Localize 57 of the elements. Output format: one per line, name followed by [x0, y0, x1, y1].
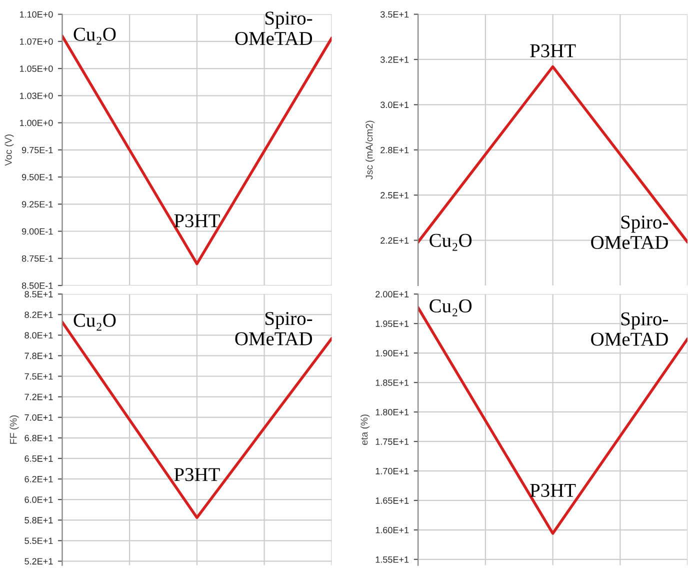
y-tick-label: 2.00E+1: [376, 291, 409, 298]
y-tick-label: 2.5E+1: [380, 192, 409, 198]
y-tick-label: 8.5E+1: [24, 291, 53, 298]
y-tick-label: 1.10E+0: [20, 11, 53, 18]
y-tick-label: 7.2E+1: [24, 394, 53, 400]
y-tick-label: 5.5E+1: [24, 538, 53, 544]
annotation: P3HT: [174, 468, 220, 482]
y-tick-label: 1.90E+1: [376, 350, 409, 356]
y-tick-label: 1.75E+1: [376, 438, 409, 445]
y-tick-label: 3.2E+1: [380, 56, 409, 63]
y-tick-label: 9.75E-1: [22, 146, 53, 154]
y-tick-label: 1.95E+1: [376, 320, 409, 327]
annotation: P3HT: [174, 214, 220, 228]
y-axis-title: Voc (V): [4, 134, 14, 166]
y-tick-label: 2.8E+1: [380, 146, 409, 154]
annotation: P3HT: [530, 44, 576, 58]
annotation: P3HT: [530, 484, 576, 497]
annotation: Cu₂O: [74, 28, 116, 45]
y-tick-label: 7.8E+1: [24, 352, 53, 360]
y-tick-label: 1.70E+1: [376, 468, 409, 474]
y-tick-label: 1.85E+1: [376, 379, 409, 386]
y-tick-label: 9.25E-1: [22, 201, 53, 208]
y-tick-label: 6.0E+1: [24, 496, 53, 503]
y-tick-label: 9.00E-1: [22, 228, 53, 235]
annotation: Cu₂O: [74, 314, 116, 331]
annotation: Spiro- OMeTAD: [591, 216, 668, 249]
y-tick-label: 8.0E+1: [24, 332, 53, 339]
y-tick-label: 2.2E+1: [380, 237, 409, 244]
y-tick-label: 7.5E+1: [24, 373, 53, 380]
y-tick-label: 9.50E-1: [22, 174, 53, 180]
y-tick-label: 1.80E+1: [376, 408, 409, 416]
y-tick-label: 1.00E+0: [20, 120, 53, 126]
y-axis-title: FF (%): [10, 415, 19, 444]
y-tick-label: 8.2E+1: [24, 312, 53, 318]
annotation: Spiro- OMeTAD: [235, 12, 312, 46]
y-tick-label: 8.75E-1: [22, 255, 53, 262]
y-tick-label: 1.65E+1: [376, 497, 409, 504]
y-tick-label: 7.0E+1: [24, 414, 53, 421]
annotation: Spiro- OMeTAD: [235, 312, 312, 346]
annotation: Spiro- OMeTAD: [591, 312, 668, 346]
y-axis-title: eta (%): [360, 414, 370, 445]
y-tick-label: 6.5E+1: [24, 455, 53, 462]
y-tick-label: 3.0E+1: [380, 102, 409, 108]
y-tick-label: 8.50E-1: [22, 282, 53, 289]
y-tick-label: 1.55E+1: [376, 556, 409, 563]
y-tick-label: 1.60E+1: [376, 526, 409, 534]
annotation: Cu₂O: [430, 234, 472, 251]
y-tick-label: 1.03E+0: [20, 92, 53, 100]
y-tick-label: 6.2E+1: [24, 476, 53, 482]
y-axis-title: Jsc (mA/cm2): [366, 120, 375, 180]
y-tick-label: 1.05E+0: [20, 65, 53, 72]
y-tick-label: 6.8E+1: [24, 434, 53, 442]
y-tick-label: 5.2E+1: [24, 558, 53, 565]
y-tick-label: 3.5E+1: [380, 11, 409, 18]
y-tick-label: 1.07E+0: [20, 38, 53, 45]
y-tick-label: 5.8E+1: [24, 517, 53, 524]
annotation: Cu₂O: [430, 299, 472, 316]
